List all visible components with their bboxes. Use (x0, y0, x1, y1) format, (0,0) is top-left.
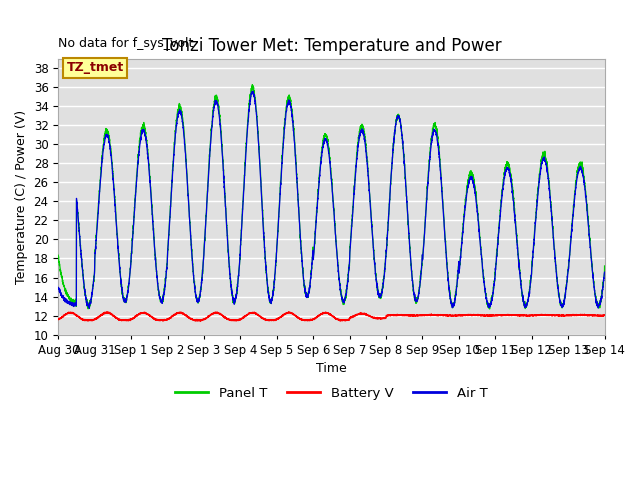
Legend: Panel T, Battery V, Air T: Panel T, Battery V, Air T (170, 382, 493, 405)
Text: No data for f_sys_volt: No data for f_sys_volt (58, 37, 194, 50)
X-axis label: Time: Time (316, 362, 347, 375)
Title: Tonzi Tower Met: Temperature and Power: Tonzi Tower Met: Temperature and Power (162, 36, 501, 55)
Text: TZ_tmet: TZ_tmet (67, 61, 124, 74)
Y-axis label: Temperature (C) / Power (V): Temperature (C) / Power (V) (15, 109, 28, 284)
